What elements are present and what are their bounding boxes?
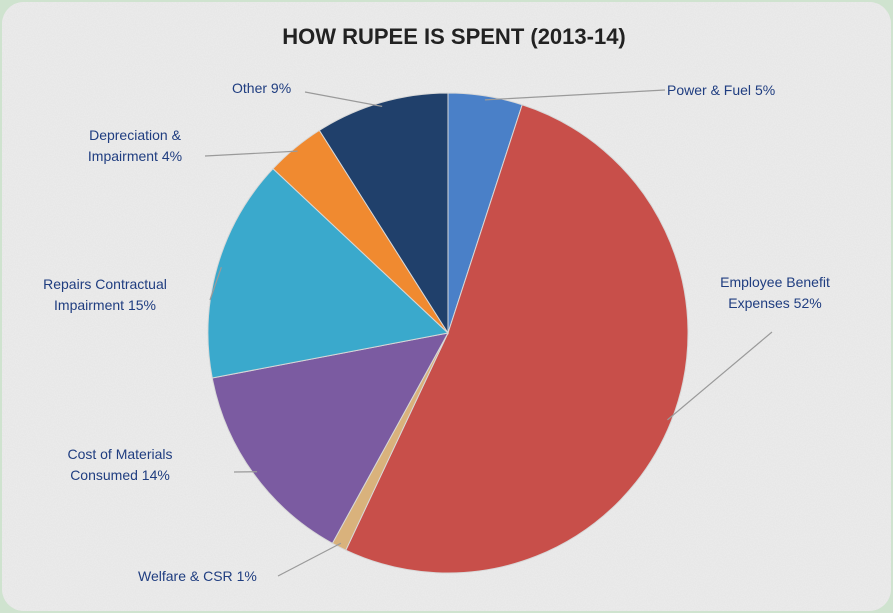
slice-label: Power & Fuel 5% [667,80,775,101]
category-label: Power & Fuel [667,82,752,98]
leader-line [304,91,383,107]
value-label: 5% [754,82,776,98]
value-label: 52% [793,295,822,311]
leader-line [209,266,222,301]
slice-label: Depreciation & Impairment 4% [60,125,210,167]
category-label: Depreciation & Impairment [87,127,181,164]
slice-label: Employee Benefit Expenses 52% [700,272,850,314]
leader-line [484,89,666,101]
pie [207,92,689,574]
category-label: Repairs Contractual Impairment [43,276,167,313]
value-label: 15% [127,297,156,313]
leader-line [277,542,342,577]
value-label: 14% [141,467,170,483]
chart-title: HOW RUPEE IS SPENT (2013-14) [282,24,626,49]
category-label: Other [232,80,268,96]
pie-slice [207,168,450,379]
leader-lines [204,89,773,577]
pie-slice [345,104,689,574]
slice-label: Repairs Contractual Impairment 15% [25,274,185,316]
value-label: 1% [236,568,257,584]
slice-label: Cost of Materials Consumed 14% [45,444,195,486]
category-label: Cost of Materials Consumed [67,446,173,483]
leader-line [667,331,773,421]
value-label: 9% [270,80,292,96]
slice-label: Other 9% [232,78,291,99]
slice-label: Welfare & CSR 1% [138,566,257,587]
pie-slice [318,92,449,335]
pie-slice [211,332,449,544]
value-label: 4% [161,148,183,164]
leader-line [204,150,298,157]
category-label: Welfare & CSR [138,568,233,584]
category-label: Employee Benefit Expenses [720,274,830,311]
